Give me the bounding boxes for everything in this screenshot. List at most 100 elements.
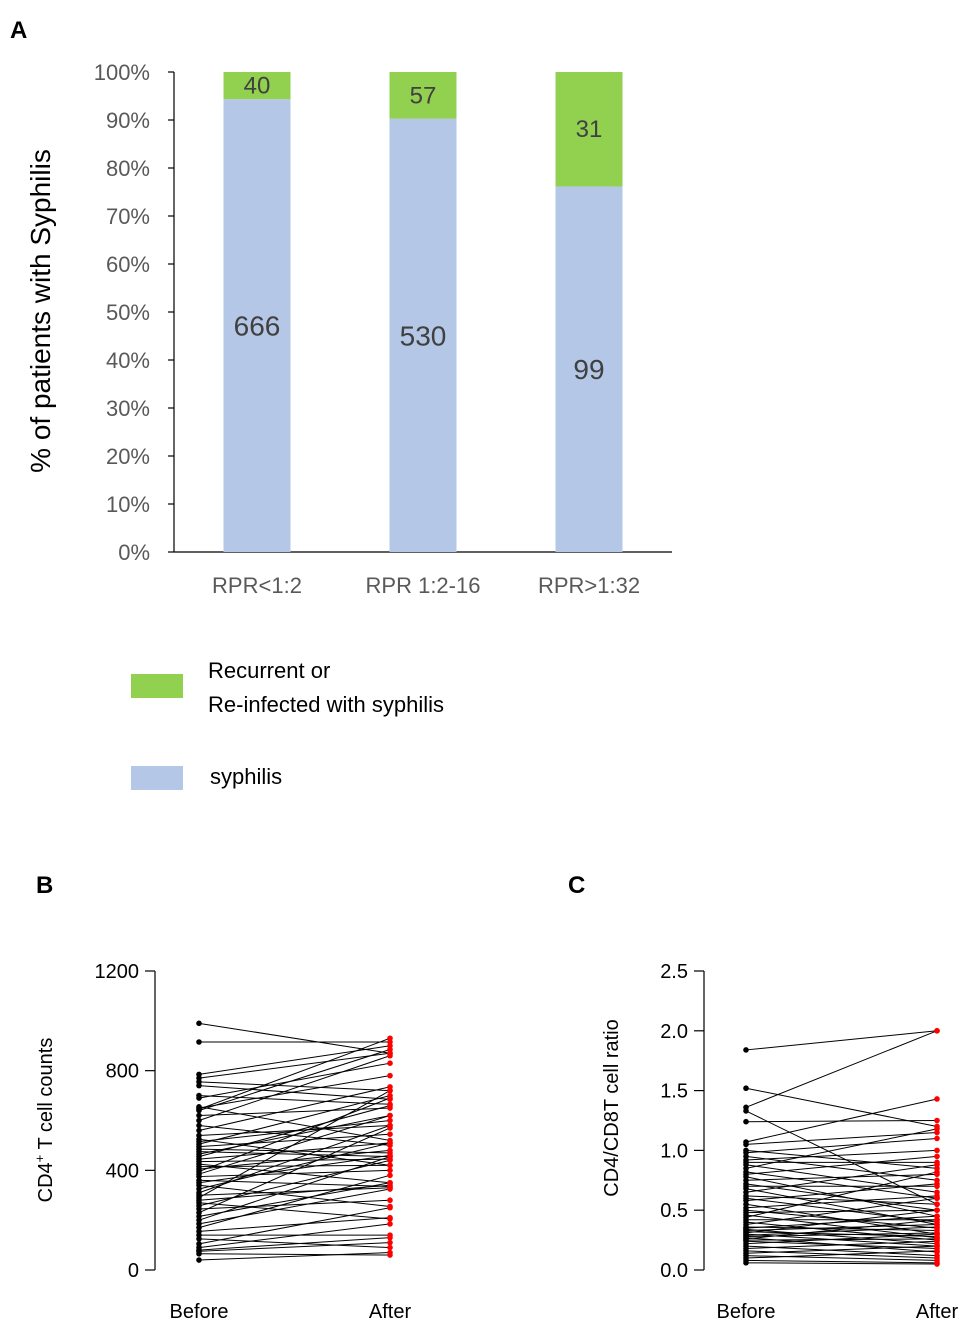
bar-segment-syphilis bbox=[223, 99, 291, 552]
paired-line bbox=[198, 1207, 391, 1245]
y-axis-title: % of patients with Syphilis bbox=[25, 149, 56, 473]
paired-line bbox=[198, 1252, 391, 1261]
data-label-recurrent: 40 bbox=[244, 73, 271, 100]
point-after bbox=[387, 1221, 393, 1227]
paired-line bbox=[198, 1237, 391, 1251]
y-tick-label: 1200 bbox=[95, 961, 140, 983]
y-axis-title-ratio: CD4/CD8T cell ratio bbox=[601, 1019, 623, 1196]
paired-line bbox=[198, 1169, 391, 1178]
point-after bbox=[387, 1244, 393, 1251]
y-tick-label: 2.0 bbox=[660, 1021, 688, 1043]
point-before bbox=[196, 1251, 202, 1257]
bar-segment-recurrent bbox=[389, 72, 457, 119]
paired-line bbox=[198, 1055, 391, 1121]
x-tick-label: RPR 1:2-16 bbox=[366, 573, 481, 598]
paired-line bbox=[745, 1209, 938, 1234]
y-axis-title-cd4-sup: + bbox=[32, 1155, 47, 1163]
paired-line bbox=[198, 1202, 391, 1220]
paired-line bbox=[745, 1262, 938, 1265]
paired-line bbox=[745, 1197, 938, 1226]
paired-line bbox=[745, 1098, 938, 1143]
paired-line bbox=[745, 1171, 938, 1218]
paired-line bbox=[198, 1045, 391, 1075]
paired-line bbox=[198, 1081, 391, 1092]
paired-line bbox=[198, 1062, 391, 1099]
panel-letter-c: C bbox=[568, 872, 585, 899]
point-after bbox=[387, 1186, 393, 1192]
x-tick-label: RPR>1:32 bbox=[538, 573, 640, 598]
point-after bbox=[934, 1243, 940, 1249]
point-before bbox=[196, 1082, 202, 1089]
x-tick-label: RPR<1:2 bbox=[212, 573, 302, 598]
paired-line bbox=[198, 1253, 391, 1256]
legend-label-syphilis: syphilis bbox=[210, 764, 282, 789]
point-after bbox=[934, 1117, 940, 1124]
stacked-bar-chart: 0% 10% 20% 30% 40% 50% 60% 70% 80% 90% 100% 666 40 RP… bbox=[94, 60, 672, 598]
point-after bbox=[387, 1234, 393, 1241]
paired-line bbox=[198, 1174, 391, 1229]
paired-line bbox=[198, 1154, 391, 1184]
paired-line bbox=[745, 1238, 938, 1241]
data-label-recurrent: 31 bbox=[576, 116, 603, 143]
y-tick-label: 70% bbox=[106, 204, 150, 229]
x-tick-label: Before bbox=[717, 1301, 776, 1322]
point-after bbox=[387, 1035, 393, 1042]
paired-line bbox=[745, 1149, 938, 1169]
y-tick-label: 40% bbox=[106, 348, 150, 373]
point-after bbox=[934, 1216, 940, 1223]
y-tick-label: 90% bbox=[106, 108, 150, 133]
point-after bbox=[387, 1052, 393, 1059]
point-after bbox=[934, 1169, 940, 1175]
paired-line bbox=[198, 1182, 391, 1217]
paired-line bbox=[745, 1215, 938, 1229]
paired-line bbox=[745, 1240, 938, 1249]
paired-line bbox=[745, 1245, 938, 1254]
paired-line bbox=[745, 1226, 938, 1236]
point-before bbox=[196, 1122, 202, 1129]
point-before bbox=[196, 1127, 202, 1134]
paired-line bbox=[198, 1184, 391, 1207]
point-before bbox=[743, 1108, 749, 1114]
paired-line bbox=[745, 1120, 938, 1123]
paired-line bbox=[745, 1226, 938, 1232]
point-before bbox=[743, 1047, 749, 1053]
paired-line bbox=[198, 1106, 391, 1141]
x-tick-label: After bbox=[369, 1301, 412, 1322]
point-after bbox=[934, 1195, 940, 1202]
paired-line bbox=[745, 1176, 938, 1217]
y-tick-label: 0.5 bbox=[660, 1200, 688, 1222]
paired-line bbox=[198, 1037, 391, 1110]
point-after bbox=[934, 1238, 940, 1245]
paired-line bbox=[745, 1183, 938, 1202]
paired-line bbox=[745, 1259, 938, 1264]
paired-line bbox=[198, 1242, 391, 1252]
point-after bbox=[934, 1224, 940, 1230]
y-axis-title-cd4-rest: T cell counts bbox=[35, 1038, 57, 1155]
point-before bbox=[196, 1107, 202, 1114]
data-label-syphilis: 666 bbox=[234, 311, 281, 342]
point-after bbox=[934, 1126, 940, 1132]
point-after bbox=[387, 1060, 393, 1066]
point-before bbox=[743, 1141, 749, 1148]
bar-segment-syphilis bbox=[555, 186, 623, 552]
point-before bbox=[196, 1257, 202, 1263]
paired-line bbox=[198, 1090, 391, 1199]
point-after bbox=[387, 1112, 393, 1119]
paired-line bbox=[198, 1097, 391, 1173]
point-after bbox=[387, 1172, 393, 1179]
point-after bbox=[934, 1096, 940, 1102]
point-after bbox=[387, 1197, 393, 1204]
paired-line bbox=[198, 1022, 391, 1054]
paired-line bbox=[198, 1124, 391, 1136]
point-after bbox=[387, 1153, 393, 1160]
point-after bbox=[387, 1239, 393, 1246]
paired-line bbox=[198, 1217, 391, 1232]
point-after bbox=[387, 1147, 393, 1154]
point-after bbox=[387, 1179, 393, 1186]
y-tick-label: 60% bbox=[106, 252, 150, 277]
point-after bbox=[934, 1028, 940, 1034]
point-after bbox=[934, 1248, 940, 1254]
legend-label-recurrent-line1: Recurrent or bbox=[208, 658, 330, 683]
data-label-syphilis: 99 bbox=[573, 354, 604, 385]
